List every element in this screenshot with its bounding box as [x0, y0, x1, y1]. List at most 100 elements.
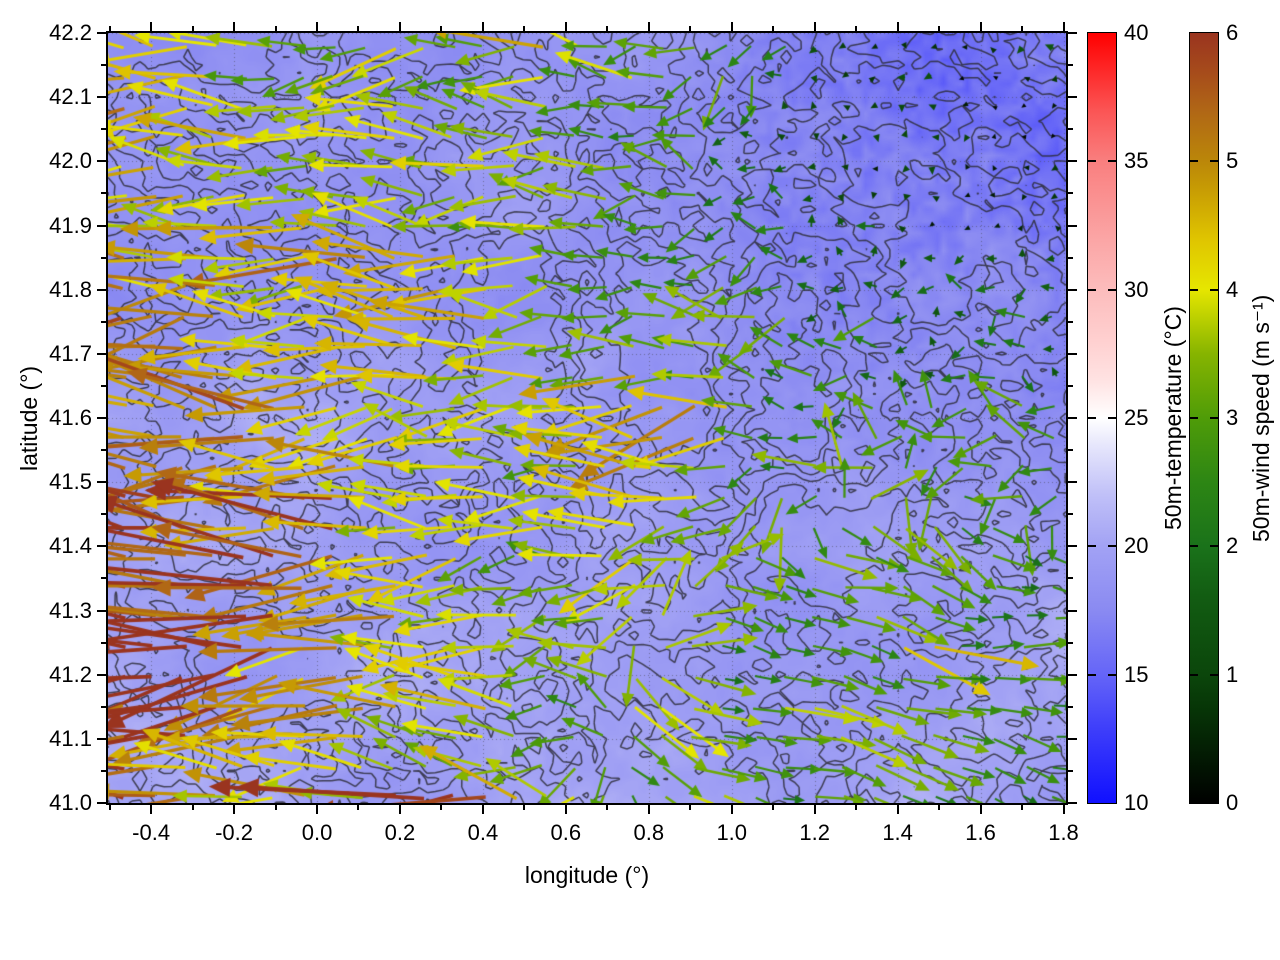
x-minor-tick-mark — [855, 805, 858, 810]
x-tick-mark-top — [647, 22, 650, 31]
temperature-colorbar-title: 50m-temperature (°C) — [1160, 306, 1186, 530]
x-minor-tick-mark — [274, 805, 277, 810]
y-tick-mark-right — [1068, 545, 1077, 548]
colorbar-tick-label: 5 — [1226, 148, 1239, 174]
y-minor-tick-mark-right — [1068, 256, 1073, 259]
colorbar-tick-mark — [1088, 545, 1096, 548]
y-tick-mark — [97, 32, 106, 34]
colorbar-tick-mark — [1108, 545, 1116, 548]
y-tick-mark — [97, 160, 106, 163]
colorbar-tick-mark — [1190, 160, 1198, 163]
y-minor-tick-mark-right — [1068, 705, 1073, 708]
x-tick-mark-top — [398, 22, 401, 31]
y-tick-mark — [97, 352, 106, 355]
y-tick-mark — [97, 802, 106, 804]
y-tick-mark-right — [1068, 673, 1077, 676]
x-tick-label: 0.4 — [467, 820, 499, 845]
colorbar-tick-mark — [1190, 545, 1198, 548]
y-tick-label: 42.0 — [49, 148, 92, 174]
colorbar-tick-mark — [1108, 160, 1116, 163]
x-tick-label: 1.8 — [1048, 820, 1079, 845]
x-minor-tick-mark — [689, 805, 692, 810]
x-minor-tick-mark-top — [357, 26, 360, 31]
map-plot — [106, 31, 1068, 805]
y-minor-tick-mark — [101, 320, 106, 323]
x-tick-label: 0.0 — [301, 820, 333, 845]
x-tick-label: 1.0 — [716, 820, 748, 845]
x-tick-mark-top — [481, 22, 484, 31]
y-tick-label: 42.2 — [49, 20, 92, 45]
x-minor-tick-mark — [523, 805, 526, 810]
y-tick-label: 41.7 — [49, 340, 92, 366]
y-minor-tick-mark — [101, 128, 106, 131]
x-minor-tick-mark-top — [191, 26, 194, 31]
y-tick-mark — [97, 673, 106, 676]
y-minor-tick-mark-right — [1068, 577, 1073, 580]
x-tick-label: 0.8 — [633, 820, 665, 845]
map-canvas — [108, 33, 1066, 803]
x-tick-label: 0.2 — [384, 820, 416, 845]
y-minor-tick-mark — [101, 769, 106, 772]
x-tick-mark-top — [564, 22, 567, 31]
colorbar-tick-mark — [1190, 417, 1198, 419]
colorbar-tick-mark — [1088, 288, 1096, 291]
y-tick-label: 41.3 — [49, 597, 92, 623]
y-minor-tick-mark-right — [1068, 64, 1073, 67]
y-minor-tick-mark — [101, 449, 106, 452]
y-minor-tick-mark-right — [1068, 449, 1073, 452]
x-minor-tick-mark-top — [938, 26, 941, 31]
colorbar-tick-label: 3 — [1226, 405, 1239, 430]
x-tick-mark-top — [1062, 22, 1065, 31]
y-tick-label: 41.9 — [49, 212, 92, 238]
colorbar-tick-mark — [1210, 673, 1218, 676]
x-minor-tick-mark-top — [523, 26, 526, 31]
x-minor-tick-mark — [440, 805, 443, 810]
x-tick-label: 0.6 — [550, 820, 582, 845]
y-minor-tick-mark-right — [1068, 320, 1073, 323]
colorbar-tick-mark — [1088, 417, 1096, 419]
x-minor-tick-mark-top — [108, 26, 111, 31]
colorbar-tick-label: 40 — [1124, 20, 1149, 45]
y-minor-tick-mark — [101, 256, 106, 259]
y-tick-mark — [97, 288, 106, 291]
y-minor-tick-mark — [101, 705, 106, 708]
colorbar-tick-mark — [1088, 160, 1096, 163]
x-tick-mark — [233, 805, 236, 814]
x-tick-mark — [564, 805, 567, 814]
y-tick-label: 41.2 — [49, 661, 92, 687]
y-minor-tick-mark-right — [1068, 513, 1073, 516]
colorbar-tick-label: 15 — [1124, 661, 1149, 687]
x-tick-mark — [896, 805, 899, 814]
colorbar-tick-label: 4 — [1226, 276, 1239, 302]
colorbar-tick-mark — [1088, 673, 1096, 676]
colorbar-tick-mark — [1210, 288, 1218, 291]
x-tick-label: 1.4 — [882, 820, 913, 845]
x-tick-label: 1.2 — [799, 820, 830, 845]
y-tick-mark — [97, 224, 106, 227]
x-tick-mark — [150, 805, 153, 814]
x-tick-mark-top — [979, 22, 982, 31]
y-tick-mark-right — [1068, 609, 1077, 612]
y-minor-tick-mark-right — [1068, 769, 1073, 772]
y-minor-tick-mark-right — [1068, 384, 1073, 387]
colorbar-tick-label: 30 — [1124, 276, 1149, 302]
x-minor-tick-mark-top — [606, 26, 609, 31]
y-tick-mark-right — [1068, 802, 1077, 804]
colorbar-tick-label: 0 — [1226, 790, 1239, 815]
y-tick-mark — [97, 481, 106, 484]
y-tick-mark — [97, 737, 106, 740]
colorbar-tick-label: 6 — [1226, 20, 1239, 45]
colorbar-tick-mark — [1190, 673, 1198, 676]
y-minor-tick-mark — [101, 64, 106, 67]
x-tick-label: -0.2 — [215, 820, 254, 845]
colorbar-tick-label: 20 — [1124, 533, 1149, 559]
colorbar-tick-label: 25 — [1124, 405, 1149, 430]
y-tick-label: 42.1 — [49, 84, 92, 110]
windspeed-colorbar-title: 50m-wind speed (m s⁻¹) — [1248, 294, 1274, 542]
y-tick-mark-right — [1068, 288, 1077, 291]
y-tick-mark-right — [1068, 96, 1077, 99]
x-minor-tick-mark — [191, 805, 194, 810]
x-minor-tick-mark — [1021, 805, 1024, 810]
y-tick-mark-right — [1068, 224, 1077, 227]
